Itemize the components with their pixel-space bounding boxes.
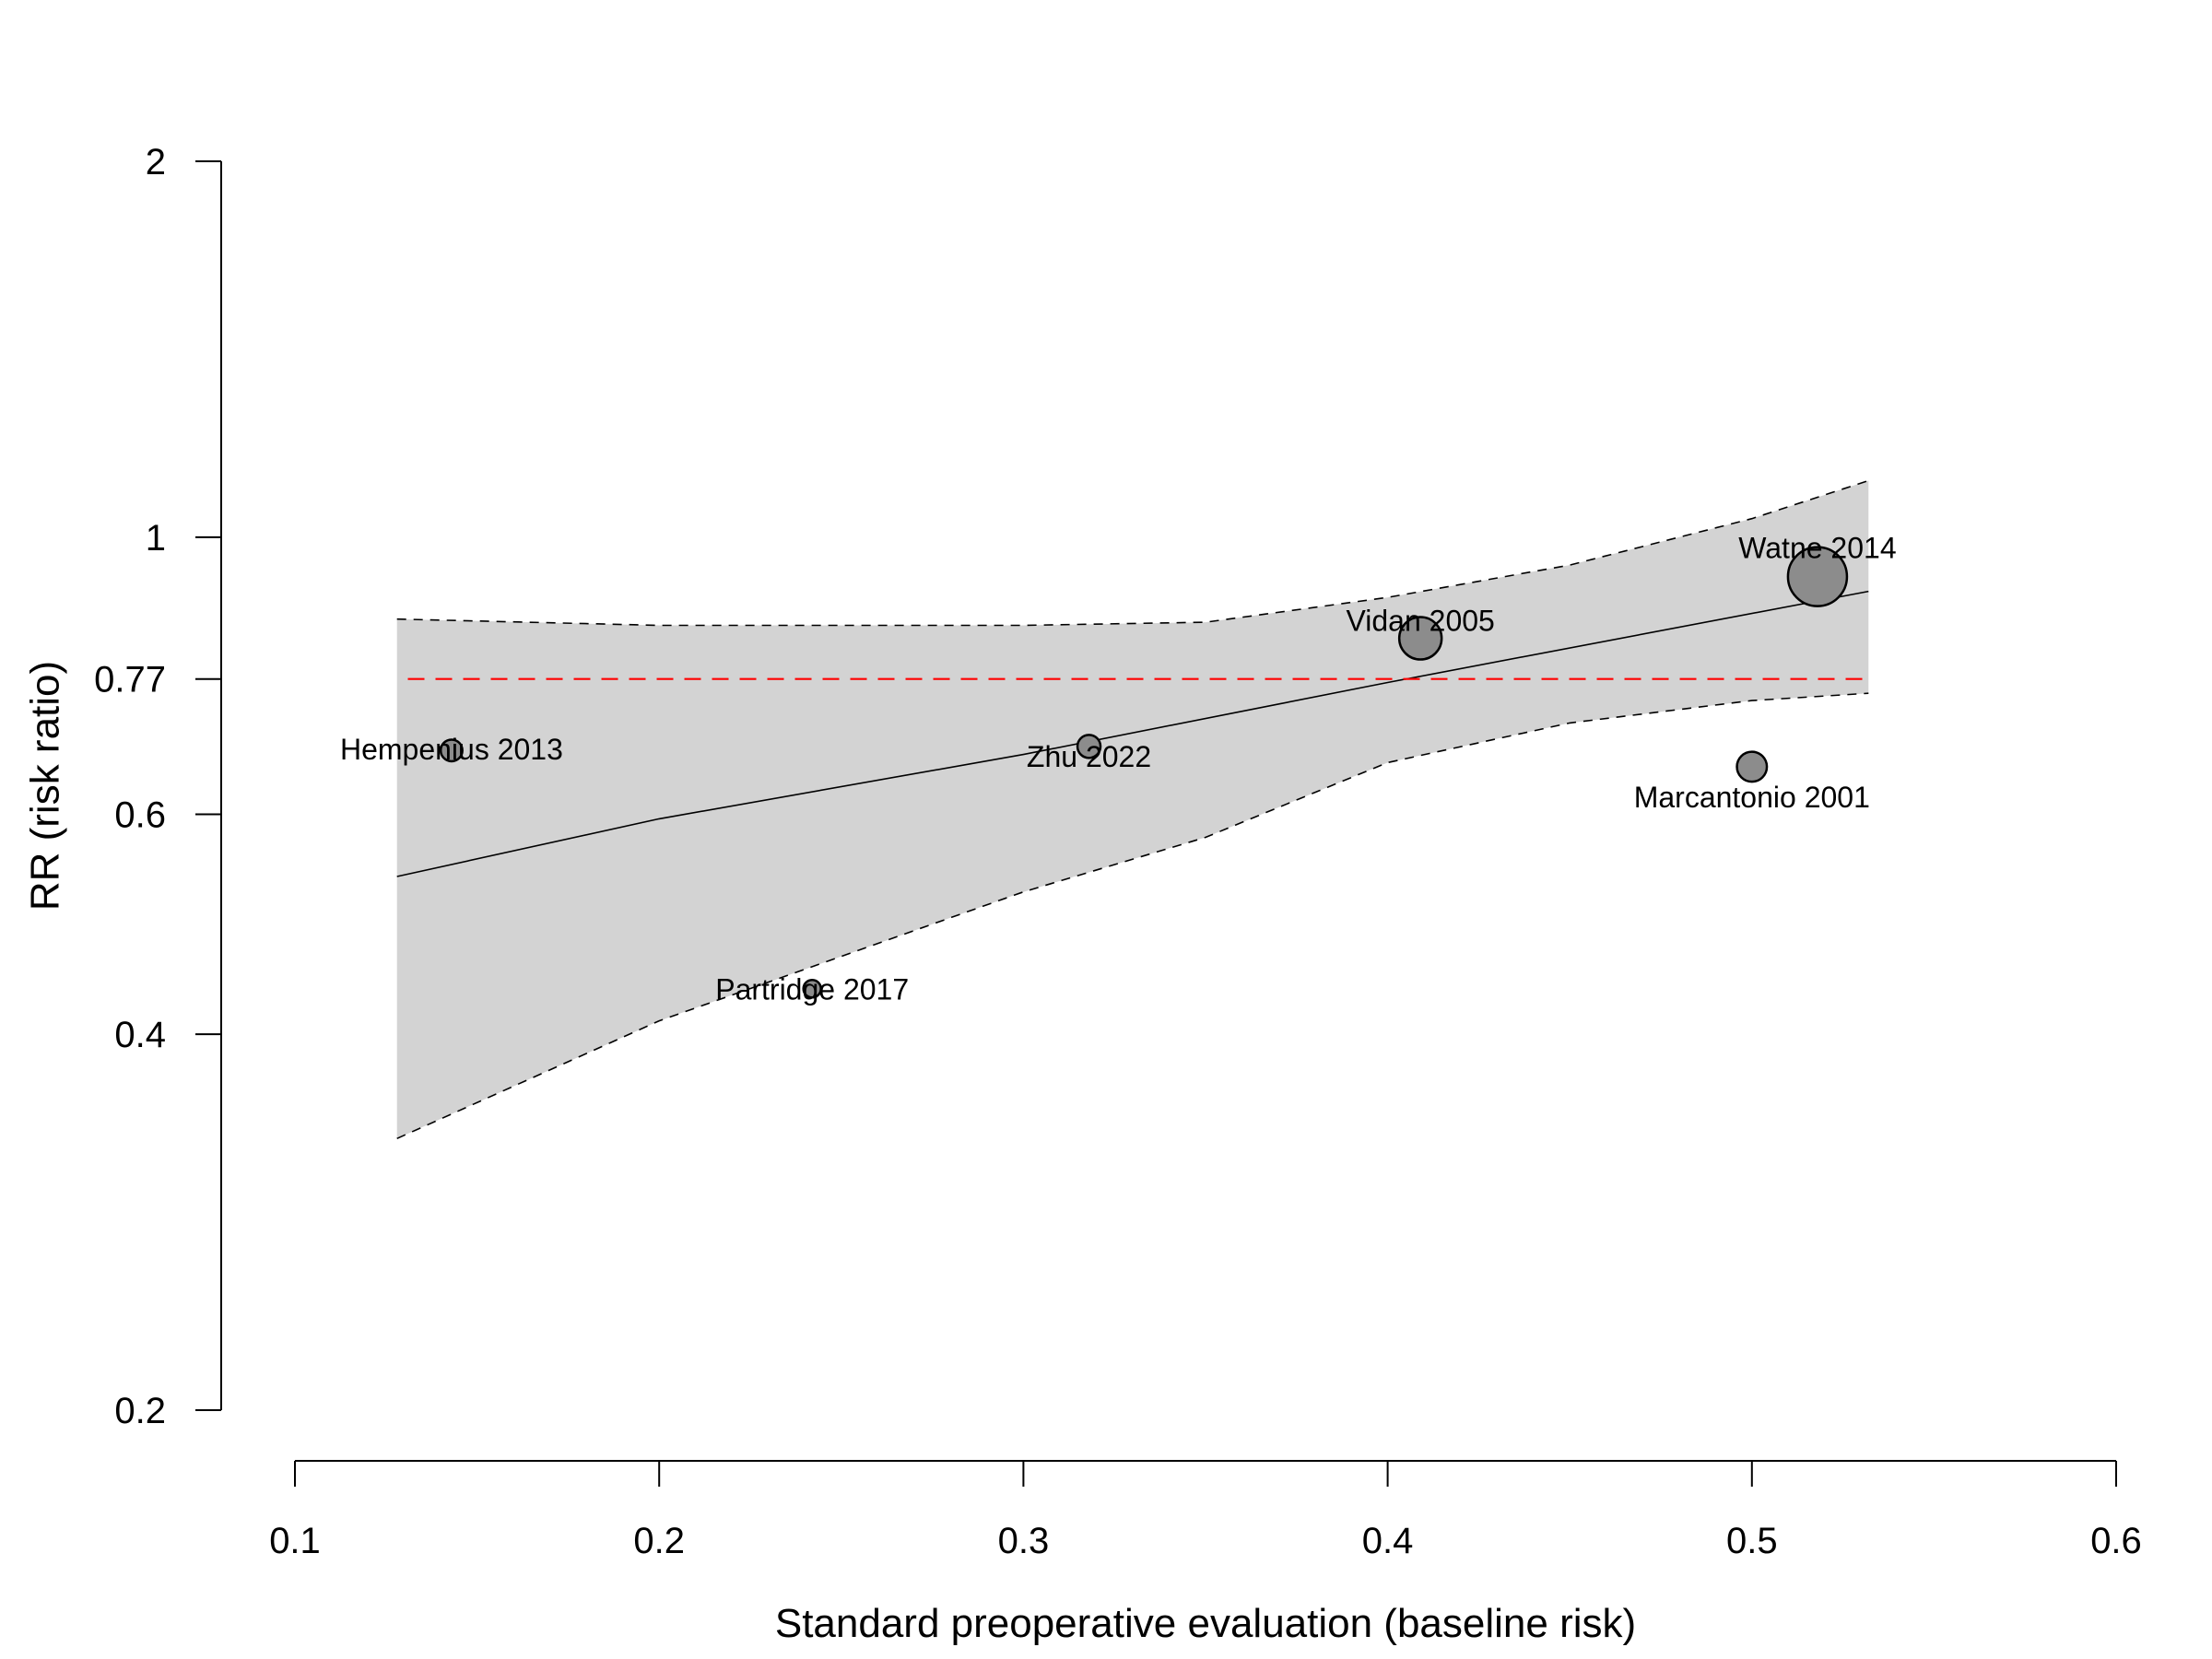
confidence-band bbox=[396, 480, 1869, 1139]
y-axis-title: RR (risk ratio) bbox=[22, 661, 67, 911]
study-label-3: Vidan 2005 bbox=[1346, 605, 1494, 638]
ci-upper-bound bbox=[396, 479, 1869, 627]
regression-line-layer bbox=[396, 590, 1869, 877]
study-point-2 bbox=[1076, 734, 1102, 759]
study-points-layer bbox=[439, 546, 1849, 999]
axes-layer: 0.2 0.4 0.6 0.77 1 2 0.1 0.2 0.3 0.4 0.5 0.6 Stand… bbox=[22, 142, 2141, 1646]
y-tick-label-2: 0.6 bbox=[114, 795, 166, 836]
study-label-1: Partridge 2017 bbox=[715, 973, 909, 1006]
x-tick-label-2: 0.3 bbox=[998, 1521, 1050, 1561]
y-tick-label-1: 0.4 bbox=[114, 1015, 166, 1055]
x-tick-label-5: 0.6 bbox=[2090, 1521, 2142, 1561]
y-axis-ticks: 0.2 0.4 0.6 0.77 1 2 bbox=[94, 142, 221, 1431]
study-label-0: Hempenius 2013 bbox=[340, 733, 563, 766]
study-label-4: Marcantonio 2001 bbox=[1634, 781, 1870, 814]
study-point-5 bbox=[1786, 546, 1849, 607]
regression-fit-line bbox=[396, 590, 1869, 877]
study-label-2: Zhu 2022 bbox=[1027, 740, 1151, 773]
x-tick-label-3: 0.4 bbox=[1362, 1521, 1414, 1561]
y-tick-label-0: 0.2 bbox=[114, 1391, 166, 1431]
study-label-5: Watne 2014 bbox=[1738, 532, 1896, 565]
study-labels-layer: Hempenius 2013 Partridge 2017 Zhu 2022 Vida… bbox=[340, 532, 1897, 1006]
x-axis-ticks: 0.1 0.2 0.3 0.4 0.5 0.6 bbox=[269, 1461, 2142, 1561]
y-tick-label-5: 2 bbox=[146, 142, 166, 182]
study-point-1 bbox=[802, 978, 822, 999]
x-tick-label-1: 0.2 bbox=[633, 1521, 685, 1561]
study-point-0 bbox=[439, 738, 464, 763]
confidence-band-layer bbox=[396, 479, 1869, 1140]
study-point-4 bbox=[1735, 750, 1769, 783]
x-tick-label-0: 0.1 bbox=[269, 1521, 321, 1561]
y-tick-label-4: 1 bbox=[146, 518, 166, 559]
x-tick-label-4: 0.5 bbox=[1726, 1521, 1778, 1561]
x-axis-title: Standard preoperative evaluation (baseli… bbox=[775, 1601, 1636, 1646]
study-point-3 bbox=[1397, 616, 1443, 661]
y-tick-label-3: 0.77 bbox=[94, 660, 166, 700]
ci-lower-bound bbox=[396, 692, 1869, 1140]
